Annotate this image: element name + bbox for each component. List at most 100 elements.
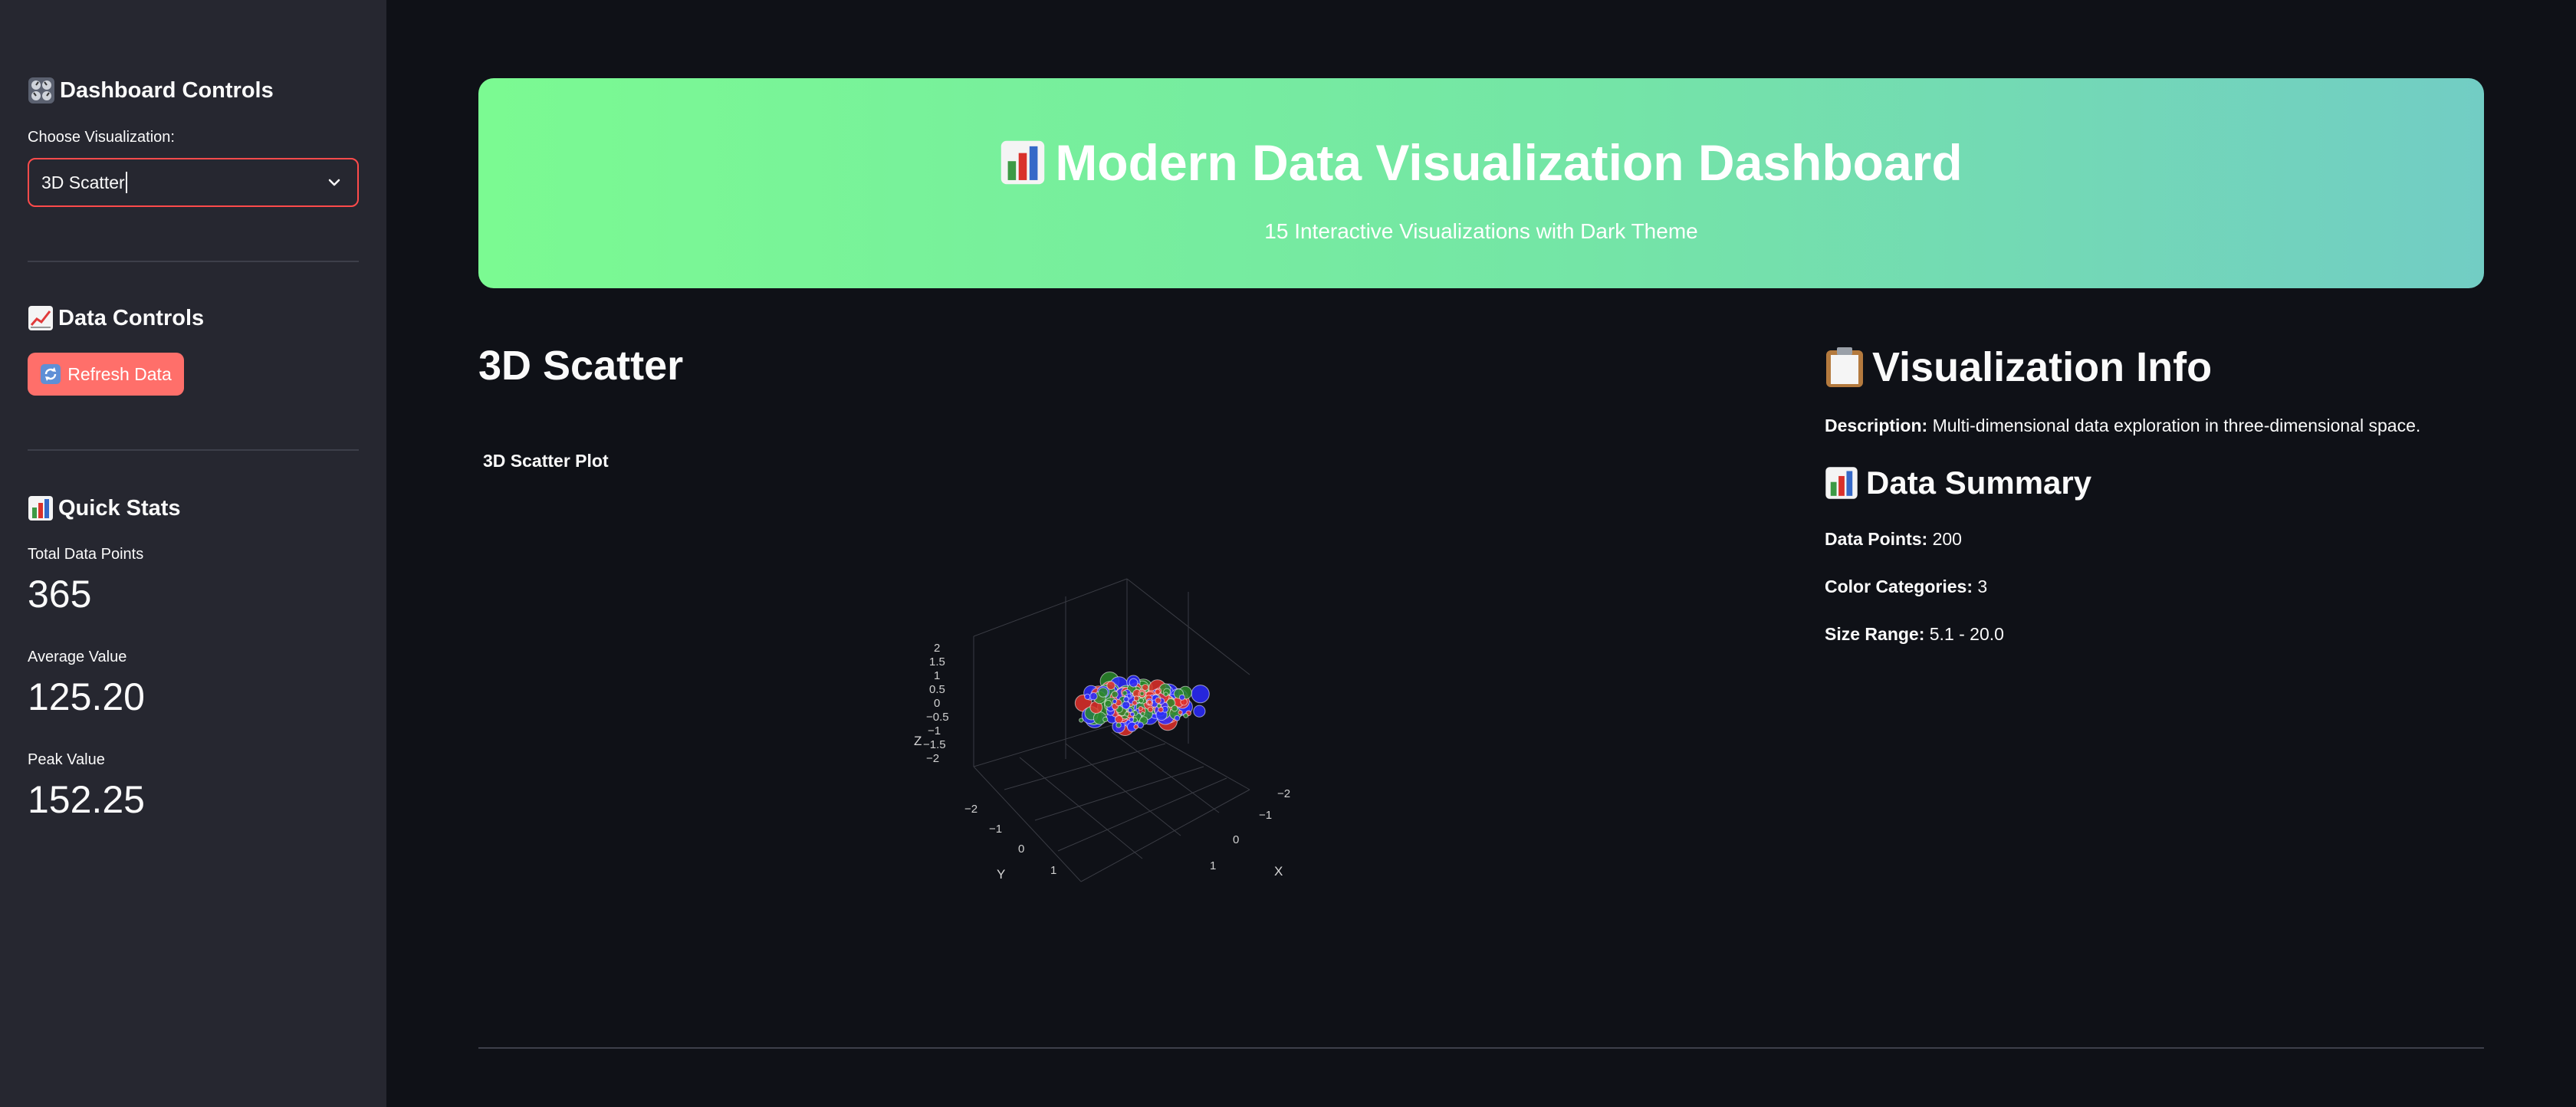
z-tick-label: 1.5	[929, 655, 945, 668]
metric-label-peak-value: Peak Value	[28, 751, 105, 768]
visualization-info-heading: Visualization Info	[1825, 343, 2212, 391]
plot-grid	[973, 578, 1250, 882]
x-tick-label: 1	[1210, 859, 1216, 872]
size-range-line: Size Range: 5.1 - 20.0	[1825, 624, 2004, 645]
scatter-point	[1112, 698, 1118, 705]
scatter-point	[1079, 718, 1084, 723]
metric-value-peak-value: 152.25	[28, 778, 145, 821]
visualization-select-value: 3D Scatter	[41, 172, 125, 192]
scatter-point	[1129, 678, 1138, 688]
refresh-data-button[interactable]: Refresh Data	[28, 353, 184, 396]
scatter-point	[1115, 714, 1123, 724]
sidebar-divider	[28, 261, 359, 262]
color-categories-label: Color Categories:	[1825, 576, 1973, 596]
bar-chart-icon	[1001, 140, 1045, 185]
scatter-point	[1142, 684, 1149, 691]
scatter-point	[1193, 705, 1206, 718]
scatter-point	[1178, 694, 1185, 701]
data-summary-heading: Data Summary	[1825, 465, 2091, 501]
scatter-point	[1132, 700, 1138, 706]
scatter-point	[1123, 696, 1129, 702]
scatter-point	[1122, 690, 1128, 696]
y-tick-label: −1	[989, 823, 1002, 836]
scatter-point	[1133, 724, 1139, 730]
clipboard-icon	[1826, 347, 1863, 387]
scatter-point	[1124, 711, 1129, 717]
visualization-select[interactable]: 3D Scatter	[28, 158, 359, 207]
scatter-point	[1155, 688, 1161, 695]
scatter-point	[1183, 713, 1189, 718]
z-tick-label: 0.5	[929, 683, 945, 696]
scatter-point	[1140, 711, 1145, 716]
scatter-3d-plot[interactable]: 21.510.50−0.5−1−1.5−2−2−101−2−101 Z Y X	[889, 567, 1319, 897]
scatter-point	[1147, 706, 1154, 713]
z-tick-label: −1	[928, 724, 941, 737]
z-tick-label: 0	[934, 697, 940, 710]
scatter-point	[1138, 698, 1144, 704]
scatter-point	[1147, 699, 1152, 705]
quick-stats-heading: Quick Stats	[28, 495, 181, 521]
page-subtitle: 15 Interactive Visualizations with Dark …	[1264, 219, 1698, 243]
sidebar: Dashboard Controls Choose Visualization:…	[0, 0, 386, 1107]
description-line: Description: Multi-dimensional data expl…	[1825, 416, 2420, 436]
scatter-point	[1098, 687, 1109, 698]
sidebar-divider	[28, 449, 359, 451]
scatter-point	[1163, 691, 1168, 697]
scatter-point	[1084, 693, 1091, 700]
color-categories-value: 3	[1977, 576, 1988, 596]
axis-label-y: Y	[997, 867, 1005, 882]
scatter-point	[1178, 710, 1183, 715]
data-points-line: Data Points: 200	[1825, 529, 1962, 550]
text-cursor	[125, 172, 127, 193]
scatter-point	[1116, 722, 1122, 728]
data-points-label: Data Points:	[1825, 529, 1928, 549]
metric-value-total-data-points: 365	[28, 573, 92, 616]
visualization-heading: 3D Scatter	[478, 343, 684, 389]
z-tick-label: −1.5	[923, 738, 946, 751]
scatter-point	[1106, 681, 1116, 690]
page-title-text: Modern Data Visualization Dashboard	[1055, 134, 1963, 191]
description-label: Description:	[1825, 416, 1928, 435]
data-summary-title: Data Summary	[1866, 465, 2092, 501]
scatter-point	[1174, 714, 1181, 721]
y-tick-label: 0	[1018, 843, 1024, 856]
scatter-point	[1128, 708, 1133, 713]
scatter-point	[1139, 691, 1145, 696]
scatter-point	[1126, 693, 1132, 698]
scatter-point	[1133, 695, 1139, 701]
x-tick-label: −1	[1259, 809, 1272, 822]
bar-chart-icon	[1825, 467, 1858, 499]
scatter-point	[1104, 700, 1112, 708]
scatter-point	[1129, 717, 1134, 722]
visualization-info-title: Visualization Info	[1872, 344, 2213, 390]
scatter-point	[1191, 685, 1210, 704]
size-range-label: Size Range:	[1825, 624, 1925, 644]
z-tick-label: 2	[934, 642, 940, 655]
data-controls-heading: Data Controls	[28, 305, 204, 331]
metric-label-average-value: Average Value	[28, 649, 127, 665]
y-tick-label: −2	[964, 803, 978, 816]
z-tick-label: 1	[934, 669, 940, 682]
metric-label-total-data-points: Total Data Points	[28, 546, 144, 563]
content-divider	[478, 1047, 2484, 1049]
header-banner: Modern Data Visualization Dashboard 15 I…	[478, 78, 2484, 288]
plot-title: 3D Scatter Plot	[483, 451, 609, 471]
size-range-value: 5.1 - 20.0	[1929, 624, 2004, 644]
page-title: Modern Data Visualization Dashboard	[478, 133, 2484, 192]
scatter-point	[1102, 716, 1109, 722]
description-text: Multi-dimensional data exploration in th…	[1932, 416, 2421, 435]
control-knobs-icon	[28, 77, 54, 103]
color-categories-line: Color Categories: 3	[1825, 576, 1987, 597]
quick-stats-title: Quick Stats	[58, 495, 181, 521]
dashboard-controls-heading: Dashboard Controls	[28, 77, 274, 104]
bar-chart-icon	[28, 496, 53, 521]
y-tick-label: 1	[1050, 864, 1056, 877]
chevron-down-icon[interactable]	[325, 173, 343, 192]
refresh-icon	[41, 364, 61, 384]
x-tick-label: −2	[1277, 787, 1290, 800]
z-tick-label: −0.5	[926, 711, 949, 724]
metric-value-average-value: 125.20	[28, 675, 145, 718]
scatter-point	[1138, 706, 1143, 711]
axis-label-x: X	[1274, 864, 1283, 879]
z-tick-label: −2	[926, 752, 939, 765]
